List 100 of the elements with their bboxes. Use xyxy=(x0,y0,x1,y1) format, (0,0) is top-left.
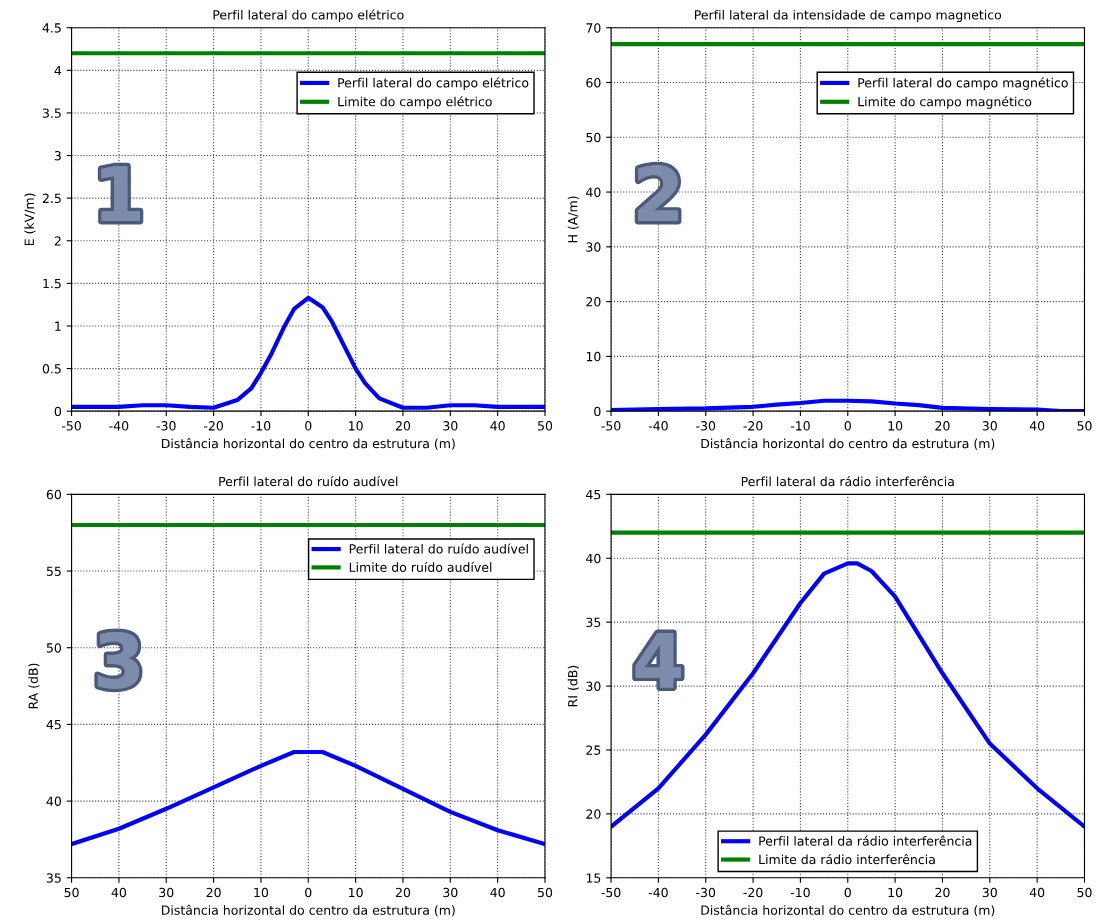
legend-label: Perfil lateral do campo magnético xyxy=(858,77,1068,90)
annotation: 2 xyxy=(638,165,678,221)
x-tick-label: 40 xyxy=(111,887,127,898)
x-axis-title: Distância horizontal do centro da estrutura (m) xyxy=(161,438,455,450)
y-tick-label: 20 xyxy=(586,297,601,307)
y-tick-label: 60 xyxy=(46,489,62,500)
x-tick-label: 0 xyxy=(844,421,851,431)
y-tick-label: 0 xyxy=(594,406,601,417)
y-tick-label: 3 xyxy=(54,151,61,161)
legend-label: Perfil lateral do ruído audível xyxy=(349,543,528,554)
y-tick-label: 35 xyxy=(586,617,601,628)
y-tick-label: 50 xyxy=(586,132,601,143)
x-tick-label: -30 xyxy=(696,887,716,898)
y-tick-label: 15 xyxy=(586,873,601,883)
x-tick-label: 50 xyxy=(1077,887,1092,898)
x-tick-label: -20 xyxy=(743,887,763,898)
y-tick-label: 1 xyxy=(55,321,61,331)
x-tick-label: 0 xyxy=(844,887,851,898)
x-tick-label: 40 xyxy=(490,887,505,898)
y-axis-title: H (A/m) xyxy=(567,196,579,243)
x-axis-title: Distância horizontal do centro da estrutura (m) xyxy=(701,438,995,450)
x-tick-label: 0 xyxy=(305,887,312,898)
line-series xyxy=(611,561,1085,829)
x-tick-label: 10 xyxy=(349,887,363,898)
y-tick-label: 60 xyxy=(586,77,601,88)
line-series xyxy=(71,749,545,847)
x-tick-label: -10 xyxy=(790,421,810,431)
annotation: 3 xyxy=(97,631,140,689)
x-tick-label: 30 xyxy=(159,887,174,898)
annotation: 1 xyxy=(101,166,140,221)
legend-label: Limite do campo magnético xyxy=(858,96,1032,109)
x-tick-label: -50 xyxy=(601,421,621,431)
x-tick-label: -20 xyxy=(743,421,763,431)
y-tick-label: 30 xyxy=(586,681,601,691)
chart-title: Perfil lateral do ruído audível xyxy=(219,476,398,487)
x-tick-label: 40 xyxy=(1029,887,1045,898)
x-tick-label: 20 xyxy=(206,887,221,898)
x-tick-label: 20 xyxy=(395,421,411,431)
x-tick-label: 30 xyxy=(443,421,458,431)
y-axis-title: E (kV/m) xyxy=(24,193,36,246)
annotation: 4 xyxy=(635,632,682,688)
y-tick-label: 2 xyxy=(54,236,61,246)
x-axis-title: Distância horizontal do centro da estrutura (m) xyxy=(161,904,455,917)
x-tick-label: 40 xyxy=(1029,421,1045,431)
x-tick-label: 10 xyxy=(254,887,269,898)
y-tick-label: 2.5 xyxy=(42,193,61,204)
y-tick-label: 40 xyxy=(586,187,601,197)
y-tick-label: 55 xyxy=(46,566,61,576)
y-axis-title: RA (dB) xyxy=(28,663,40,709)
x-tick-label: 20 xyxy=(935,421,950,431)
chart-title: Perfil lateral da rádio interferência xyxy=(741,476,954,487)
y-tick-label: 25 xyxy=(586,745,601,755)
x-tick-label: -40 xyxy=(648,887,668,898)
y-tick-label: 0.5 xyxy=(42,364,61,374)
x-tick-label: 40 xyxy=(490,421,505,431)
x-tick-label: 30 xyxy=(982,421,997,431)
x-tick-label: -10 xyxy=(251,421,271,431)
y-tick-label: 3.5 xyxy=(42,108,61,118)
x-tick-label: 50 xyxy=(538,421,553,431)
x-tick-label: 50 xyxy=(64,887,79,898)
x-axis-title: Distância horizontal do centro da estrutura (m) xyxy=(701,904,995,917)
x-tick-label: -30 xyxy=(156,421,176,431)
y-tick-label: 10 xyxy=(586,351,601,362)
y-tick-label: 40 xyxy=(46,796,62,807)
x-tick-label: 30 xyxy=(982,887,997,898)
legend-label: Limite da rádio interferência xyxy=(759,853,935,865)
y-tick-label: 20 xyxy=(586,809,601,819)
x-tick-label: 20 xyxy=(395,887,411,898)
x-tick-label: 10 xyxy=(349,421,363,431)
legend-label: Perfil lateral da rádio interferência xyxy=(759,835,972,846)
x-tick-label: -30 xyxy=(696,421,716,431)
x-tick-label: -50 xyxy=(61,421,81,431)
legend-label: Limite do ruído audível xyxy=(349,561,492,572)
x-tick-label: -50 xyxy=(601,887,621,898)
chart-title: Perfil lateral do campo elétrico xyxy=(213,9,404,22)
y-axis-title: RI (dB) xyxy=(567,665,579,707)
x-tick-label: -10 xyxy=(790,887,810,898)
y-tick-label: 1.5 xyxy=(43,279,61,289)
x-tick-label: 10 xyxy=(888,887,903,898)
legend-label: Perfil lateral do campo elétrico xyxy=(338,77,529,90)
x-tick-label: 50 xyxy=(1077,421,1092,431)
x-tick-label: -20 xyxy=(204,421,223,431)
y-tick-label: 40 xyxy=(586,553,601,564)
x-tick-label: -40 xyxy=(648,421,668,431)
y-tick-label: 35 xyxy=(46,873,61,883)
y-tick-label: 50 xyxy=(46,643,62,653)
y-tick-label: 45 xyxy=(586,489,601,500)
chart-title: Perfil lateral da intensidade de campo magnetico xyxy=(695,9,1002,22)
x-tick-label: 30 xyxy=(443,887,458,898)
y-tick-label: 70 xyxy=(586,23,601,33)
x-tick-label: 10 xyxy=(888,421,903,431)
y-tick-label: 4.5 xyxy=(42,23,61,33)
y-tick-label: 30 xyxy=(586,242,601,252)
y-tick-label: 4 xyxy=(54,65,62,76)
x-tick-label: -40 xyxy=(109,421,129,431)
x-tick-label: 20 xyxy=(935,887,950,898)
y-tick-label: 0 xyxy=(54,406,62,417)
legend-label: Limite do campo elétrico xyxy=(338,96,492,109)
x-tick-label: 50 xyxy=(538,887,553,898)
x-tick-label: 0 xyxy=(305,421,312,431)
